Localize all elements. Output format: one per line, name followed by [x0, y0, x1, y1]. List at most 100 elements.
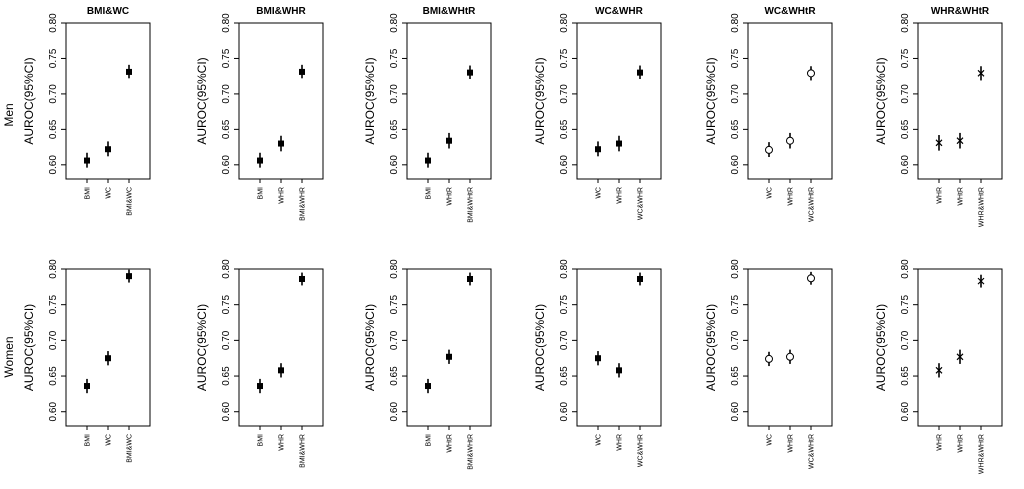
- x-tick-label: WHR&WHtR: [979, 187, 986, 227]
- x-tick-label: WC&WHR: [638, 434, 645, 467]
- plot-frame: [406, 268, 492, 427]
- x-tick-label: BMI&WHR: [300, 434, 307, 468]
- y-tick-label: 0.65: [730, 366, 741, 386]
- y-tick-label: 0.75: [389, 48, 400, 68]
- chart-title: WC&WHR: [595, 6, 644, 17]
- panel-2-2: AUROC(95%CI) 0.60 0.65 0.70 0.75 0.80 BMI WHR BM…: [195, 259, 324, 468]
- point-marker: [956, 137, 964, 145]
- y-tick-label: 0.60: [389, 402, 400, 422]
- x-tick-label: WC: [106, 434, 113, 446]
- x-tick-label: WHR: [937, 187, 944, 204]
- plot-frame: [576, 268, 662, 427]
- point-marker: [126, 273, 132, 280]
- y-tick-label: 0.70: [389, 84, 400, 104]
- y-axis-label: AUROC(95%CI): [363, 304, 377, 391]
- x-tick-label: WHR: [937, 434, 944, 451]
- point-marker: [977, 277, 985, 285]
- point-marker: [446, 137, 452, 144]
- point-marker: [425, 383, 431, 390]
- point-marker: [425, 157, 431, 164]
- chart-title: BMI&WHtR: [423, 6, 477, 17]
- point-marker: [105, 146, 111, 153]
- panel-1-3: BMI&WHtR AUROC(95%CI) 0.60 0.65 0.70 0.75 0.80…: [363, 6, 492, 223]
- y-tick-label: 0.80: [221, 259, 232, 279]
- y-tick-label: 0.75: [559, 295, 570, 315]
- panel-2-3: AUROC(95%CI) 0.60 0.65 0.70 0.75 0.80 BMI WHtR B…: [363, 259, 492, 470]
- y-tick-label: 0.80: [389, 13, 400, 33]
- x-tick-label: WC&WHtR: [809, 187, 816, 222]
- y-axis-label: AUROC(95%CI): [22, 57, 36, 144]
- y-tick-label: 0.65: [389, 366, 400, 386]
- y-tick-label: 0.80: [559, 259, 570, 279]
- point-marker: [765, 145, 773, 154]
- y-tick-label: 0.70: [730, 330, 741, 350]
- y-tick-label: 0.65: [559, 119, 570, 139]
- point-marker: [299, 68, 305, 75]
- x-tick-label: WHtR: [788, 434, 795, 453]
- y-tick-label: 0.65: [221, 119, 232, 139]
- y-tick-label: 0.80: [730, 259, 741, 279]
- x-tick-label: WHR: [617, 187, 624, 204]
- y-tick-label: 0.65: [559, 366, 570, 386]
- y-tick-label: 0.60: [559, 402, 570, 422]
- y-tick-label: 0.80: [221, 13, 232, 33]
- plot-frame: [65, 268, 151, 427]
- x-tick-label: BMI: [258, 187, 265, 200]
- row-label-women: Women: [2, 336, 16, 377]
- panel-1-1: BMI&WC AUROC(95%CI) 0.60 0.65 0.70 0.75 0.80 BM…: [22, 6, 151, 216]
- x-tick-label: WHtR: [447, 434, 454, 453]
- y-axis-label: AUROC(95%CI): [533, 57, 547, 144]
- point-marker: [278, 367, 284, 374]
- point-marker: [446, 353, 452, 360]
- y-tick-label: 0.70: [559, 84, 570, 104]
- panel-1-2: BMI&WHR AUROC(95%CI) 0.60 0.65 0.70 0.75 0.80 B…: [195, 6, 324, 221]
- y-tick-label: 0.65: [900, 119, 911, 139]
- y-tick-label: 0.80: [389, 259, 400, 279]
- y-tick-label: 0.70: [221, 330, 232, 350]
- panel-1-6: WHR&WHtR AUROC(95%CI) 0.60 0.65 0.70 0.75 0.80…: [874, 6, 1003, 227]
- y-tick-label: 0.70: [221, 84, 232, 104]
- chart-title: BMI&WHR: [256, 6, 306, 17]
- y-tick-label: 0.60: [900, 402, 911, 422]
- y-tick-label: 0.75: [221, 295, 232, 315]
- panel-2-1: AUROC(95%CI) 0.60 0.65 0.70 0.75 0.80 BMI WC BMI…: [22, 259, 151, 463]
- point-marker: [126, 68, 132, 75]
- y-tick-label: 0.80: [559, 13, 570, 33]
- y-tick-label: 0.75: [730, 48, 741, 68]
- point-marker: [807, 69, 815, 78]
- point-marker: [595, 355, 601, 362]
- point-marker: [467, 69, 473, 76]
- x-tick-label: WHtR: [788, 187, 795, 206]
- y-tick-label: 0.75: [48, 295, 59, 315]
- point-marker: [595, 146, 601, 153]
- y-tick-label: 0.60: [221, 155, 232, 175]
- plot-frame: [406, 22, 492, 180]
- x-tick-label: BMI: [426, 434, 433, 447]
- point-marker: [786, 136, 794, 145]
- x-tick-label: BMI&WHtR: [468, 187, 475, 223]
- plot-frame: [576, 22, 662, 180]
- point-marker: [616, 140, 622, 147]
- y-tick-label: 0.75: [559, 48, 570, 68]
- x-tick-label: WC: [596, 434, 603, 446]
- point-marker: [637, 69, 643, 76]
- plot-frame: [238, 268, 324, 427]
- y-tick-label: 0.60: [900, 155, 911, 175]
- x-tick-label: BMI: [426, 187, 433, 200]
- point-marker: [257, 157, 263, 164]
- y-tick-label: 0.75: [900, 295, 911, 315]
- point-marker: [105, 355, 111, 362]
- chart-title: WHR&WHtR: [931, 6, 990, 17]
- y-tick-label: 0.65: [48, 366, 59, 386]
- y-tick-label: 0.60: [221, 402, 232, 422]
- x-tick-label: WC: [767, 187, 774, 199]
- panel-2-6: AUROC(95%CI) 0.60 0.65 0.70 0.75 0.80 WHR WHtR W…: [874, 259, 1003, 474]
- y-tick-label: 0.75: [389, 295, 400, 315]
- row-label-men: Men: [2, 103, 16, 126]
- y-tick-label: 0.65: [900, 366, 911, 386]
- plot-frame: [238, 22, 324, 180]
- y-tick-label: 0.65: [221, 366, 232, 386]
- y-axis-label: AUROC(95%CI): [22, 304, 36, 391]
- y-tick-label: 0.70: [48, 84, 59, 104]
